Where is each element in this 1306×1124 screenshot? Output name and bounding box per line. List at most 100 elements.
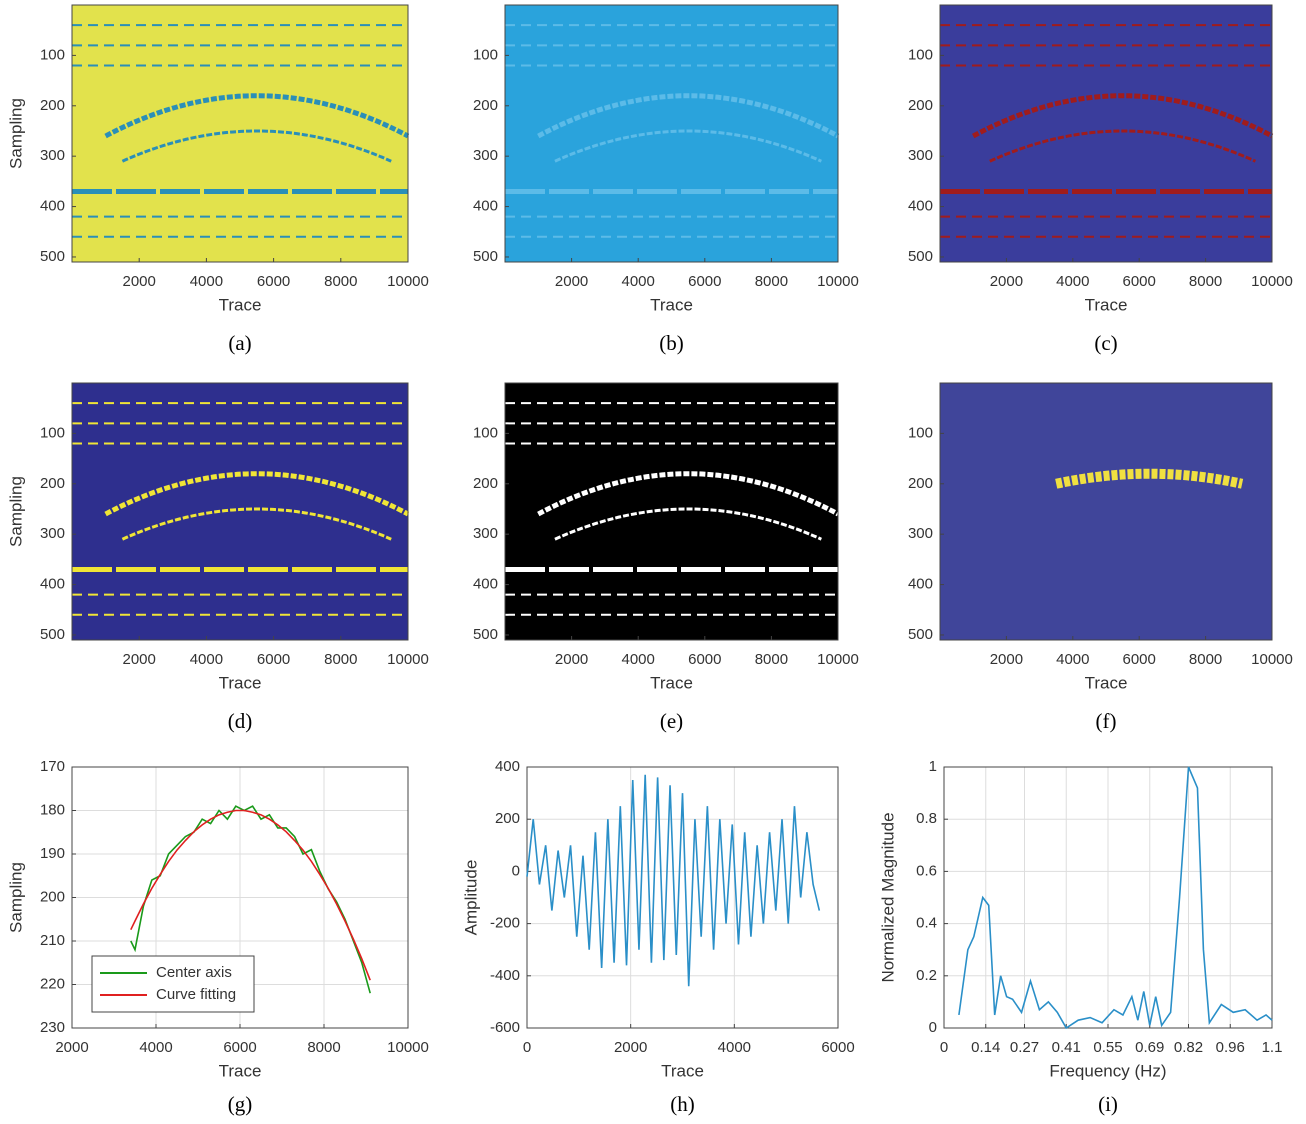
x-tick-label: 8000: [755, 651, 788, 668]
caption: (f): [1096, 709, 1117, 733]
y-tick-label: 200: [473, 475, 498, 492]
y-tick-label: -600: [490, 1019, 520, 1036]
x-tick-label: 4000: [1056, 651, 1089, 668]
x-axis-label: Trace: [219, 1061, 262, 1080]
panel: 2000 4000 6000 8000 10000 170 180 190 200 210 220 2…: [6, 758, 428, 1116]
x-tick-label: 6000: [1123, 651, 1156, 668]
y-tick-label: 200: [908, 475, 933, 492]
y-tick-label: 200: [40, 888, 65, 905]
x-tick-label: 2000: [123, 273, 156, 290]
image-feature: [554, 129, 822, 163]
y-tick-label: 500: [40, 248, 65, 265]
x-tick-label: 8000: [1189, 273, 1222, 290]
y-axis-label: Sampling: [6, 862, 25, 933]
x-tick-label: 6000: [257, 651, 290, 668]
axes-frame: [71, 4, 409, 263]
caption: (a): [228, 331, 251, 355]
x-tick-label: 10000: [817, 651, 859, 668]
x-tick-label: 2000: [990, 651, 1023, 668]
x-axis-label: Trace: [219, 295, 262, 314]
y-tick-label: 100: [40, 46, 65, 63]
x-tick-label: 0.27: [1010, 1039, 1039, 1056]
y-tick-label: 300: [40, 525, 65, 542]
image-feature: [1055, 468, 1244, 489]
data-line: [526, 774, 821, 987]
x-tick-label: 8000: [324, 651, 357, 668]
y-tick-label: 300: [40, 147, 65, 164]
y-axis-label: Sampling: [6, 476, 25, 547]
x-tick-label: 4000: [190, 273, 223, 290]
y-tick-label: 200: [908, 97, 933, 114]
caption: (h): [670, 1092, 695, 1116]
y-tick-label: 400: [473, 576, 498, 593]
x-axis-label: Trace: [1085, 673, 1128, 692]
panel: 0 2000 4000 6000 -600 -400 -200 0 200 400 Trace Amp…: [461, 758, 854, 1116]
data-line: [130, 809, 371, 981]
legend-label: Curve fitting: [156, 986, 236, 1003]
panel: 2000 4000 6000 8000 10000 100 200 300 400 500 Trac…: [6, 4, 429, 355]
y-tick-label: 180: [40, 801, 65, 818]
caption: (g): [228, 1092, 253, 1116]
x-tick-label: 8000: [307, 1039, 340, 1056]
x-tick-label: 10000: [1251, 273, 1293, 290]
x-axis-label: Trace: [650, 295, 693, 314]
image-feature: [104, 93, 410, 139]
x-axis-label: Trace: [661, 1061, 704, 1080]
x-tick-label: 4000: [139, 1039, 172, 1056]
image-feature: [537, 471, 840, 517]
y-axis-label: Amplitude: [461, 860, 480, 936]
panel: 2000 4000 6000 8000 10000 100 200 300 400 500 Trac…: [473, 382, 859, 733]
y-tick-label: 400: [40, 198, 65, 215]
y-tick-label: -400: [490, 967, 520, 984]
caption: (c): [1094, 331, 1117, 355]
x-tick-label: 2000: [990, 273, 1023, 290]
axes-frame: [504, 4, 839, 263]
y-tick-label: 400: [908, 576, 933, 593]
x-tick-label: 4000: [190, 651, 223, 668]
caption: (d): [228, 709, 253, 733]
x-axis-label: Trace: [650, 673, 693, 692]
x-tick-label: 0: [523, 1039, 531, 1056]
y-tick-label: 190: [40, 845, 65, 862]
image-feature: [554, 507, 822, 541]
y-tick-label: -200: [490, 915, 520, 932]
y-tick-label: 200: [40, 97, 65, 114]
x-tick-label: 10000: [387, 651, 429, 668]
x-tick-label: 6000: [223, 1039, 256, 1056]
image-background: [940, 5, 1272, 262]
x-tick-label: 6000: [257, 273, 290, 290]
x-axis-label: Trace: [219, 673, 262, 692]
y-tick-label: 300: [908, 525, 933, 542]
y-tick-label: 230: [40, 1019, 65, 1036]
y-tick-label: 100: [473, 424, 498, 441]
axes-frame: [939, 382, 1273, 641]
x-tick-label: 0.55: [1093, 1039, 1122, 1056]
y-tick-label: 100: [40, 424, 65, 441]
y-tick-label: 300: [908, 147, 933, 164]
x-tick-label: 4000: [622, 273, 655, 290]
panel: 2000 4000 6000 8000 10000 100 200 300 400 500 Trac…: [6, 382, 429, 733]
y-tick-label: 0.2: [916, 967, 937, 984]
axes-frame: [71, 382, 409, 641]
x-tick-label: 4000: [1056, 273, 1089, 290]
x-tick-label: 10000: [387, 273, 429, 290]
image-background: [72, 383, 408, 640]
x-tick-label: 4000: [718, 1039, 751, 1056]
y-tick-label: 170: [40, 758, 65, 775]
y-tick-label: 200: [473, 97, 498, 114]
x-tick-label: 2000: [555, 273, 588, 290]
x-tick-label: 2000: [55, 1039, 88, 1056]
x-tick-label: 0.41: [1052, 1039, 1081, 1056]
x-tick-label: 1.1: [1262, 1039, 1283, 1056]
image-feature: [121, 507, 392, 541]
x-tick-label: 2000: [123, 651, 156, 668]
x-tick-label: 8000: [755, 273, 788, 290]
y-axis-label: Normalized Magnitude: [878, 812, 897, 982]
y-tick-label: 200: [40, 475, 65, 492]
caption: (b): [659, 331, 684, 355]
x-tick-label: 0: [940, 1039, 948, 1056]
x-tick-label: 10000: [817, 273, 859, 290]
x-tick-label: 8000: [324, 273, 357, 290]
y-tick-label: 0.8: [916, 810, 937, 827]
